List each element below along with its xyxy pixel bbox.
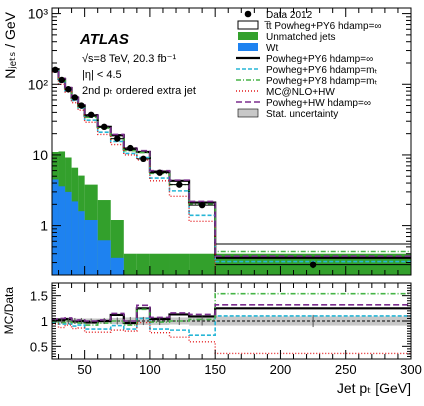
stack-bar-wt: [65, 191, 72, 275]
data-point: [87, 111, 95, 118]
stack-bar-wt: [52, 179, 59, 275]
legend-label: t̅t Powheg+PY6 hdamp=∞: [264, 20, 381, 32]
legend-label: Wt: [266, 43, 278, 54]
data-point: [156, 169, 163, 176]
legend-label: Unmatched jets: [266, 32, 335, 43]
data-point: [127, 144, 134, 152]
data-point: [52, 66, 59, 74]
y-tick-label: 10: [32, 147, 48, 163]
ratio-series-line-3: [52, 321, 411, 355]
x-tick-label: 250: [335, 362, 357, 377]
top-panel-plot: [52, 66, 411, 275]
ratio-y-axis-label: MC/Data: [2, 287, 16, 335]
stack-bar-wt: [71, 201, 79, 275]
ratio-panel-plot: [52, 292, 411, 355]
stack-bar-ttpowhegpyhdamp: [169, 180, 190, 275]
data-point: [309, 261, 317, 268]
stack-bar-unmatchedjets: [169, 253, 190, 275]
info-line: 2nd pₜ ordered extra jet: [82, 85, 196, 97]
stack-bar-ttpowhegpyhdamp: [123, 149, 137, 275]
legend-label: Powheg+HW hdamp=∞: [266, 98, 371, 109]
y-tick-label: 1: [40, 218, 48, 234]
stack-bar-wt: [110, 257, 124, 275]
stack-bar-ttpowhegpyhdamp: [149, 171, 170, 275]
legend-label: Powheg+PY6 hdamp=∞: [266, 54, 373, 65]
data-point: [140, 155, 147, 163]
ratio-y-tick-label: 1.5: [30, 289, 48, 304]
legend-label: Powheg+PY6 hdamp=mₜ: [266, 65, 377, 76]
data-point: [101, 123, 108, 131]
y-tick-label: 10³: [28, 6, 49, 22]
legend-label: Data 2012: [266, 10, 313, 21]
data-point: [71, 94, 79, 101]
experiment-label: ATLAS: [79, 31, 129, 48]
legend-swatch-stat: [237, 108, 259, 118]
x-axis-label: Jet pₜ [GeV]: [337, 380, 411, 396]
ratio-y-tick-label: 1: [41, 314, 48, 329]
legend-swatch: [237, 20, 259, 30]
data-point: [198, 201, 206, 209]
legend-label: MC@NLO+HW: [266, 87, 335, 98]
stack-bar-wt: [84, 220, 98, 275]
stack-bar-unmatchedjets: [136, 253, 150, 275]
x-tick-label: 100: [139, 362, 161, 377]
stack-bar-unmatchedjets: [189, 253, 216, 275]
legend-label: Stat. uncertainty: [266, 109, 338, 120]
y-axis-label: Nⱼₑₜₛ / GeV: [2, 11, 18, 78]
stack-bar-wt: [58, 186, 66, 275]
info-line: √s=8 TeV, 20.3 fb⁻¹: [82, 53, 176, 65]
series-line-4: [52, 67, 411, 257]
legend-swatch: [238, 32, 258, 40]
stack-bar-wt: [78, 211, 85, 275]
data-point: [114, 135, 121, 142]
legend-label: Powheg+PY8 hdamp=mₜ: [266, 76, 377, 87]
y-tick-label: 10²: [28, 76, 49, 92]
ratio-y-tick-label: 0.5: [30, 339, 48, 354]
data-point: [65, 86, 72, 93]
stack-bar-unmatchedjets: [123, 253, 137, 275]
stack-bar-wt: [97, 240, 111, 275]
data-point: [176, 181, 183, 188]
legend-marker-data: [244, 10, 252, 18]
stack-bar-ttpowhegpyhdamp: [136, 152, 150, 275]
stack-bar-unmatchedjets: [149, 253, 170, 275]
top-panel-frame: [51, 7, 412, 276]
x-tick-label: 150: [204, 362, 226, 377]
x-tick-label: 300: [400, 362, 422, 377]
x-tick-label: 50: [77, 362, 91, 377]
data-point: [58, 76, 65, 84]
ratio-series-line-4: [52, 303, 411, 322]
info-line: |η| < 4.5: [82, 69, 122, 81]
ratio-series-line-1: [52, 315, 411, 336]
x-tick-label: 200: [270, 362, 292, 377]
data-point: [78, 102, 85, 109]
legend-swatch: [238, 43, 258, 51]
